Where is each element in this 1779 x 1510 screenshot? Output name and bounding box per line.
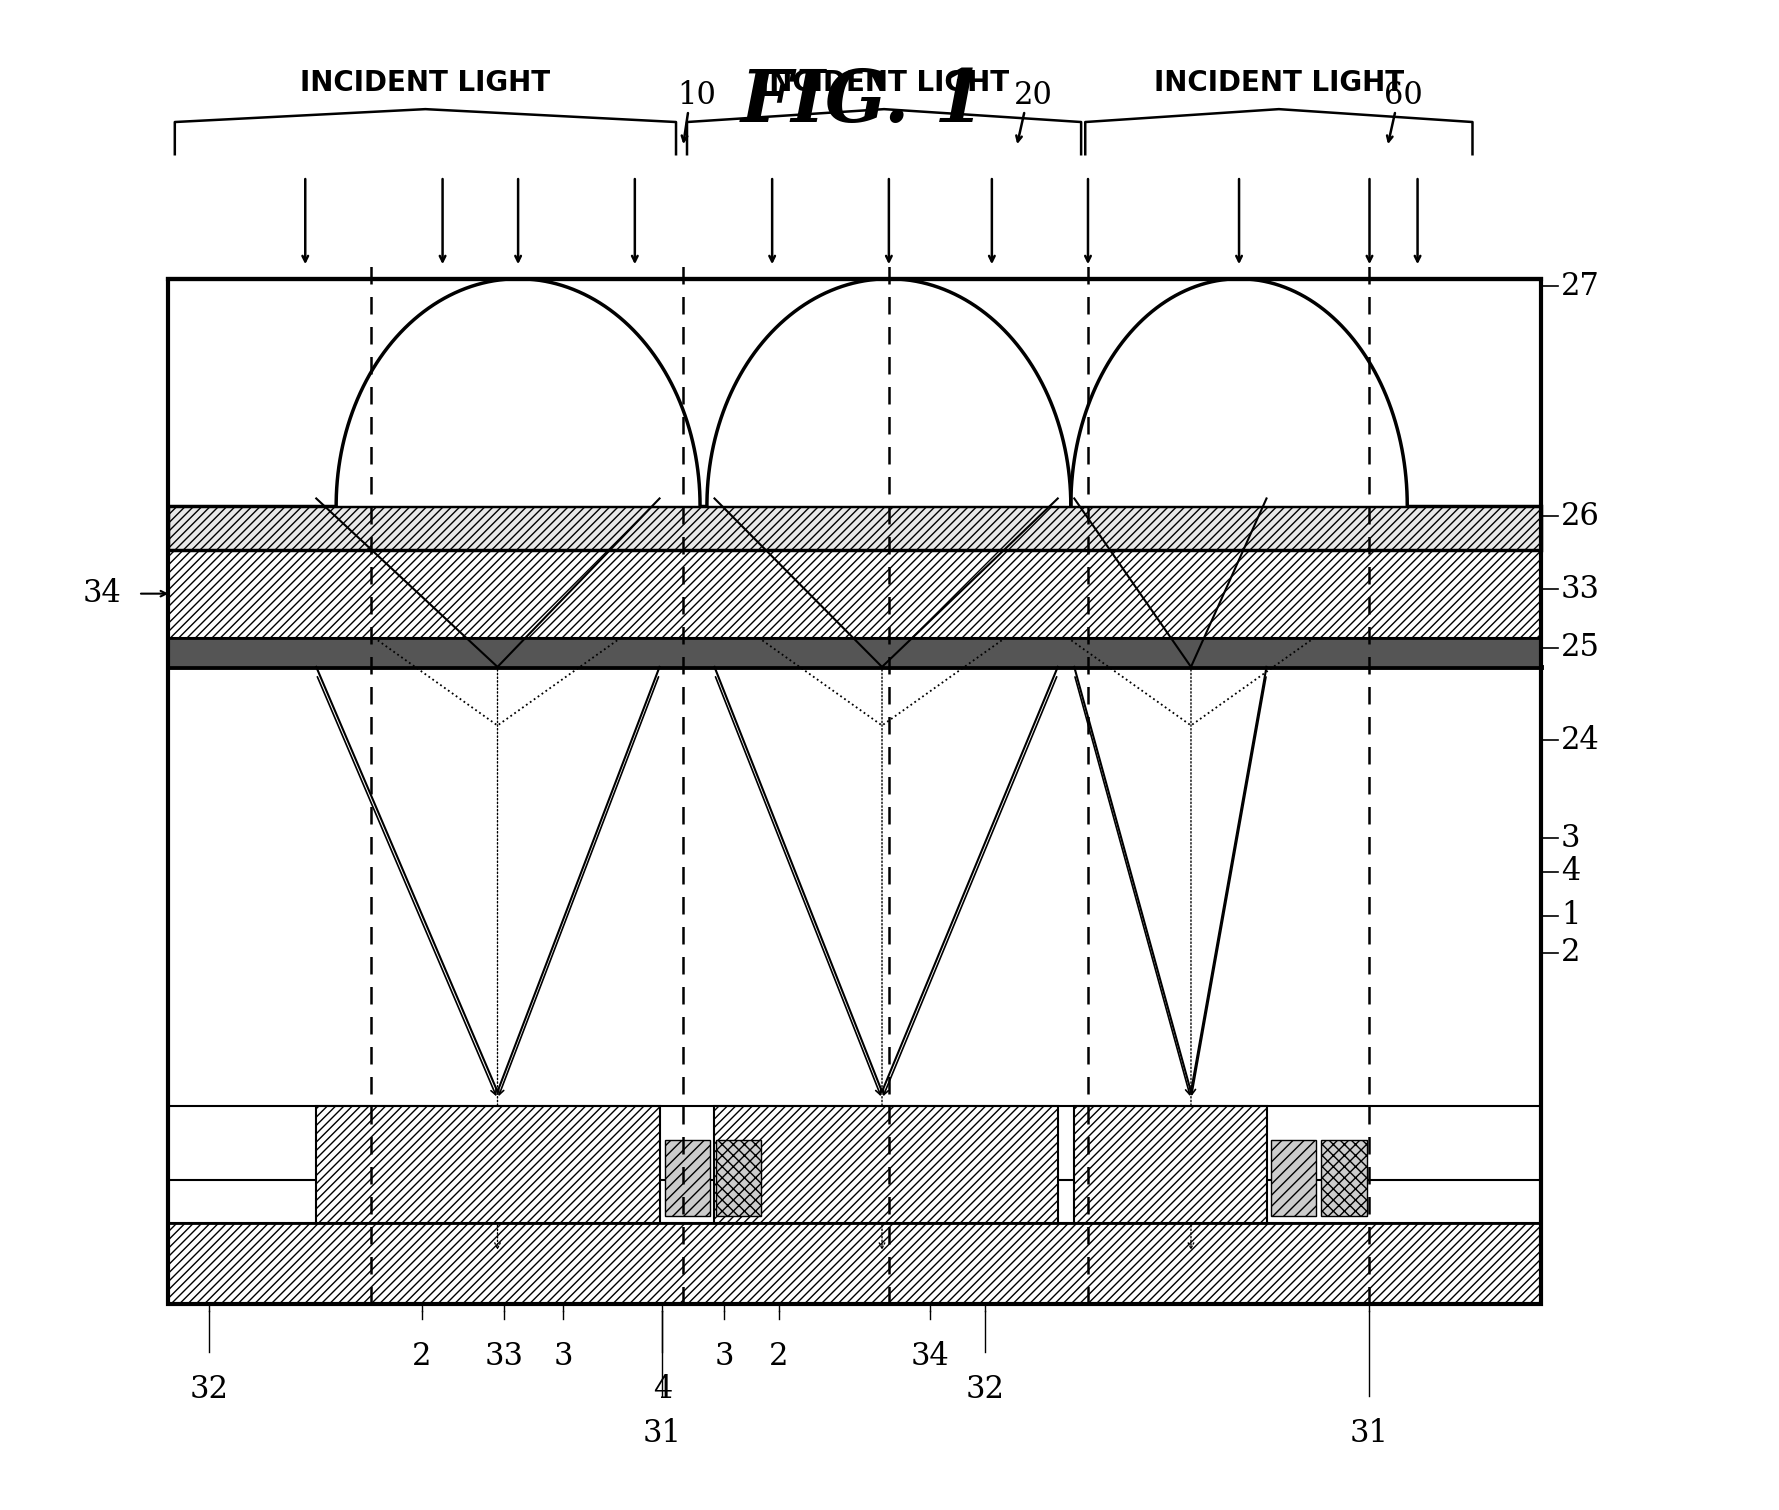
Text: INCIDENT LIGHT: INCIDENT LIGHT <box>760 69 1009 98</box>
Text: 32: 32 <box>190 1374 229 1406</box>
Text: INCIDENT LIGHT: INCIDENT LIGHT <box>1155 69 1404 98</box>
Text: 24: 24 <box>1560 725 1599 755</box>
Bar <box>1270 1140 1316 1216</box>
Text: 10: 10 <box>678 80 717 112</box>
Text: 2: 2 <box>769 1341 788 1371</box>
Text: 3: 3 <box>553 1341 573 1371</box>
Text: 33: 33 <box>486 1341 523 1371</box>
Text: 31: 31 <box>1350 1418 1389 1450</box>
Bar <box>665 1140 710 1216</box>
Polygon shape <box>706 279 1071 506</box>
Bar <box>1322 1140 1366 1216</box>
Text: 31: 31 <box>642 1418 681 1450</box>
Bar <box>167 279 1541 506</box>
Text: 34: 34 <box>911 1341 950 1371</box>
Text: 2: 2 <box>413 1341 432 1371</box>
Text: 3: 3 <box>1560 823 1580 853</box>
Bar <box>167 1223 1541 1305</box>
Bar <box>167 550 1541 637</box>
Text: 27: 27 <box>1560 270 1599 302</box>
Text: FIG. 1: FIG. 1 <box>740 66 986 137</box>
Text: 60: 60 <box>1384 80 1423 112</box>
Bar <box>715 1140 761 1216</box>
Bar <box>1075 1107 1267 1223</box>
Text: 26: 26 <box>1560 500 1599 532</box>
Text: 2: 2 <box>1560 938 1580 968</box>
Text: 4: 4 <box>1560 856 1580 888</box>
Text: 4: 4 <box>653 1374 672 1406</box>
Polygon shape <box>336 279 701 506</box>
Text: 33: 33 <box>1560 574 1599 606</box>
Text: INCIDENT LIGHT: INCIDENT LIGHT <box>301 69 550 98</box>
Bar <box>167 667 1541 1107</box>
Bar <box>167 506 1541 550</box>
Text: 25: 25 <box>1560 633 1599 663</box>
Text: 32: 32 <box>966 1374 1005 1406</box>
Text: 34: 34 <box>84 578 121 609</box>
Text: 3: 3 <box>715 1341 735 1371</box>
Text: 20: 20 <box>1014 80 1053 112</box>
Bar <box>317 1107 660 1223</box>
Polygon shape <box>1071 279 1407 506</box>
Bar <box>167 1179 1541 1223</box>
Bar <box>715 1107 1059 1223</box>
Text: 1: 1 <box>1560 900 1580 932</box>
Bar <box>167 279 1541 1305</box>
Bar <box>167 637 1541 667</box>
